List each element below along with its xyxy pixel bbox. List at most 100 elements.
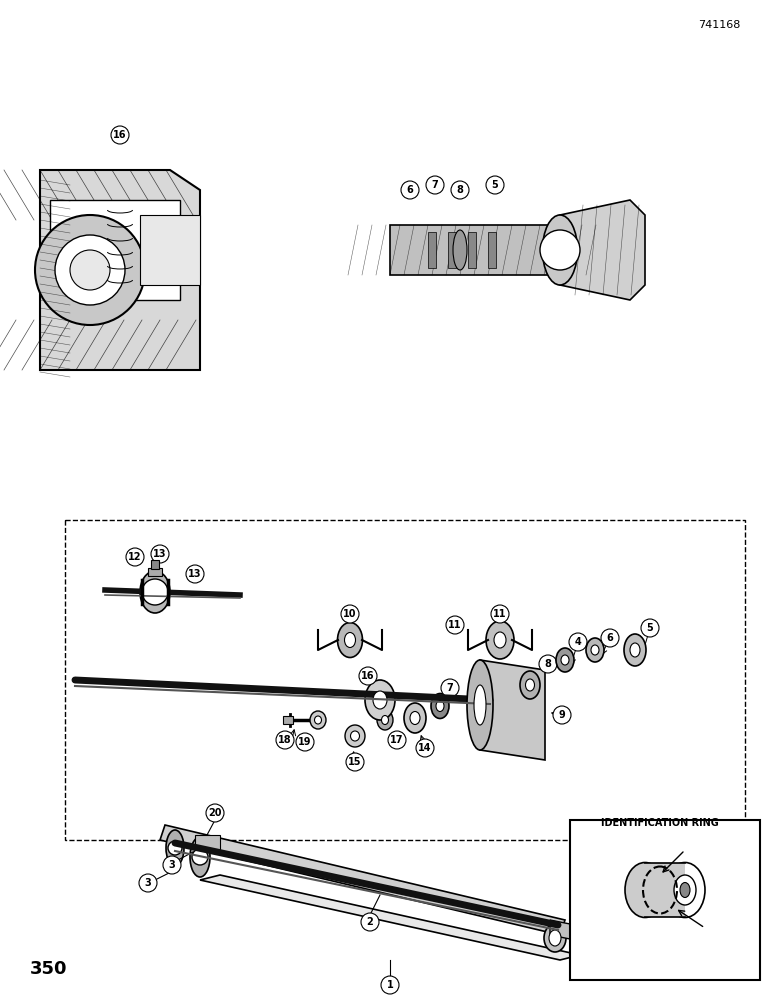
Polygon shape [550,920,600,945]
Ellipse shape [494,632,506,648]
Bar [468,232,476,268]
Text: 10: 10 [343,609,356,619]
Circle shape [206,804,224,822]
Ellipse shape [310,711,326,729]
Circle shape [446,616,464,634]
Bar [148,568,162,576]
Ellipse shape [350,731,360,741]
Ellipse shape [556,648,574,672]
Text: 6: 6 [607,633,613,643]
Ellipse shape [338,622,363,658]
Circle shape [600,917,616,933]
Polygon shape [480,660,545,760]
Text: 7: 7 [431,180,438,190]
Ellipse shape [549,930,561,946]
Ellipse shape [486,621,514,659]
Circle shape [601,629,619,647]
Polygon shape [390,225,550,275]
Text: IDENTIFICATION RING: IDENTIFICATION RING [601,818,719,828]
Polygon shape [200,875,580,960]
Text: 741168: 741168 [697,20,740,30]
Ellipse shape [665,862,705,918]
Circle shape [381,976,399,994]
Circle shape [388,731,406,749]
Circle shape [151,545,169,563]
Text: 3: 3 [168,860,176,870]
Polygon shape [160,825,565,935]
Circle shape [70,250,110,290]
Text: 16: 16 [361,671,374,681]
Ellipse shape [586,638,604,662]
Text: 13: 13 [188,569,202,579]
Ellipse shape [431,694,449,718]
Ellipse shape [624,634,646,666]
Circle shape [111,126,129,144]
Text: 7: 7 [447,683,453,693]
Circle shape [296,733,314,751]
Ellipse shape [377,710,393,730]
Bar [140,215,200,285]
Bar [151,560,159,569]
Circle shape [491,605,509,623]
Text: 4: 4 [575,637,581,647]
Circle shape [163,856,181,874]
Circle shape [168,841,182,855]
Ellipse shape [520,671,540,699]
Ellipse shape [674,875,696,905]
Text: 5: 5 [647,623,654,633]
Circle shape [401,181,419,199]
Circle shape [416,739,434,757]
Text: 14: 14 [418,743,432,753]
Polygon shape [560,200,645,300]
Text: 350: 350 [30,960,68,978]
Ellipse shape [474,685,486,725]
Ellipse shape [381,716,388,724]
Ellipse shape [544,924,566,952]
Bar [570,820,760,980]
Text: 15: 15 [348,757,362,767]
Circle shape [641,619,659,637]
Ellipse shape [467,660,493,750]
Bar [195,835,220,850]
Ellipse shape [591,645,599,655]
Circle shape [341,605,359,623]
Text: 8: 8 [456,185,463,195]
Circle shape [35,215,145,325]
Circle shape [139,874,157,892]
Text: 11: 11 [448,620,462,630]
Text: 13: 13 [153,549,167,559]
Text: 20: 20 [208,808,222,818]
Bar [428,232,436,268]
Text: 8: 8 [544,659,551,669]
Circle shape [569,633,587,651]
Text: 19: 19 [298,737,312,747]
Text: 16: 16 [113,130,126,140]
Text: 1: 1 [387,980,393,990]
Circle shape [126,548,144,566]
Ellipse shape [680,882,690,898]
Bar [488,232,496,268]
Text: 2: 2 [367,917,374,927]
Ellipse shape [140,571,170,613]
Ellipse shape [526,679,534,691]
Text: 6: 6 [406,185,413,195]
Circle shape [55,235,125,305]
Circle shape [186,565,204,583]
Circle shape [441,679,459,697]
Circle shape [142,579,168,605]
Text: 9: 9 [558,710,566,720]
Ellipse shape [436,700,444,712]
Text: 3: 3 [144,878,151,888]
Circle shape [276,731,294,749]
Ellipse shape [598,908,618,942]
Text: 11: 11 [493,609,507,619]
Ellipse shape [453,230,467,270]
Ellipse shape [410,712,420,724]
Bar [65,520,745,840]
Bar [645,863,685,917]
Bar [448,232,456,268]
Circle shape [361,913,379,931]
Ellipse shape [543,215,577,285]
Circle shape [426,176,444,194]
Ellipse shape [190,837,210,877]
